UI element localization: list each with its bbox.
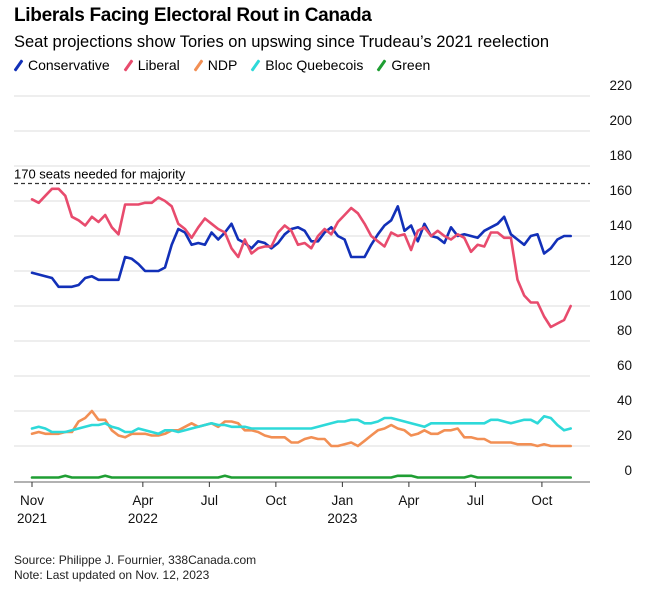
legend-item-liberal: Liberal xyxy=(123,57,180,73)
x-axis: Nov 2021 Apr 2022 Jul Oct Jan 2023 Apr Jul Oct xyxy=(14,481,590,526)
x-tick-label: Apr xyxy=(398,493,420,508)
series-line-green xyxy=(30,474,573,479)
chart-title: Liberals Facing Electoral Rout in Canada xyxy=(14,5,372,26)
series-line-conservative xyxy=(30,205,573,289)
x-tick-year-label: 2021 xyxy=(17,511,47,526)
series-lines xyxy=(30,187,573,479)
legend-item-green: Green xyxy=(376,57,431,73)
y-axis-labels: 0 20 40 60 80 100 120 140 160 180 200 220 xyxy=(609,78,632,478)
x-tick-label: Oct xyxy=(531,493,552,508)
legend: Conservative Liberal NDP Bloc Quebecois Gree… xyxy=(13,57,431,73)
x-tick-label: Jul xyxy=(467,493,484,508)
update-note: Note: Last updated on Nov. 12, 2023 xyxy=(14,568,210,582)
chart-subtitle: Seat projections show Tories on upswing … xyxy=(14,33,550,51)
legend-item-ndp: NDP xyxy=(193,57,238,73)
x-tick-year-label: 2023 xyxy=(327,511,357,526)
legend-item-bloc-quebecois: Bloc Quebecois xyxy=(250,57,364,73)
legend-item-conservative: Conservative xyxy=(13,57,110,73)
x-tick-label: Nov xyxy=(20,493,44,508)
series-line-ndp xyxy=(30,409,573,448)
series-line-bloc-quebecois xyxy=(30,414,573,436)
y-tick-label: 80 xyxy=(617,323,632,338)
legend-label: NDP xyxy=(207,57,238,73)
x-tick-year-label: 2022 xyxy=(128,511,158,526)
majority-annotation: 170 seats needed for majority xyxy=(14,167,590,185)
y-tick-label: 200 xyxy=(609,113,632,128)
legend-label: Green xyxy=(391,57,431,73)
y-tick-label: 160 xyxy=(609,183,632,198)
source-note: Source: Philippe J. Fournier, 338Canada.… xyxy=(14,553,257,567)
series-line-liberal xyxy=(30,187,573,329)
footer: Source: Philippe J. Fournier, 338Canada.… xyxy=(14,553,256,583)
y-tick-label: 40 xyxy=(617,393,632,408)
y-tick-label: 20 xyxy=(617,428,632,443)
x-tick-label: Jan xyxy=(331,493,353,508)
x-tick-label: Oct xyxy=(265,493,286,508)
legend-label: Liberal xyxy=(137,57,180,73)
majority-label: 170 seats needed for majority xyxy=(14,167,186,182)
legend-label: Bloc Quebecois xyxy=(265,57,364,73)
y-tick-label: 120 xyxy=(609,253,632,268)
x-tick-label: Jul xyxy=(201,493,218,508)
y-tick-label: 0 xyxy=(624,463,632,478)
x-tick-label: Apr xyxy=(132,493,154,508)
gridlines xyxy=(14,95,590,447)
y-tick-label: 180 xyxy=(609,148,632,163)
y-tick-label: 60 xyxy=(617,358,632,373)
legend-label: Conservative xyxy=(28,57,110,73)
y-tick-label: 140 xyxy=(609,218,632,233)
y-tick-label: 220 xyxy=(609,78,632,93)
y-tick-label: 100 xyxy=(609,288,632,303)
